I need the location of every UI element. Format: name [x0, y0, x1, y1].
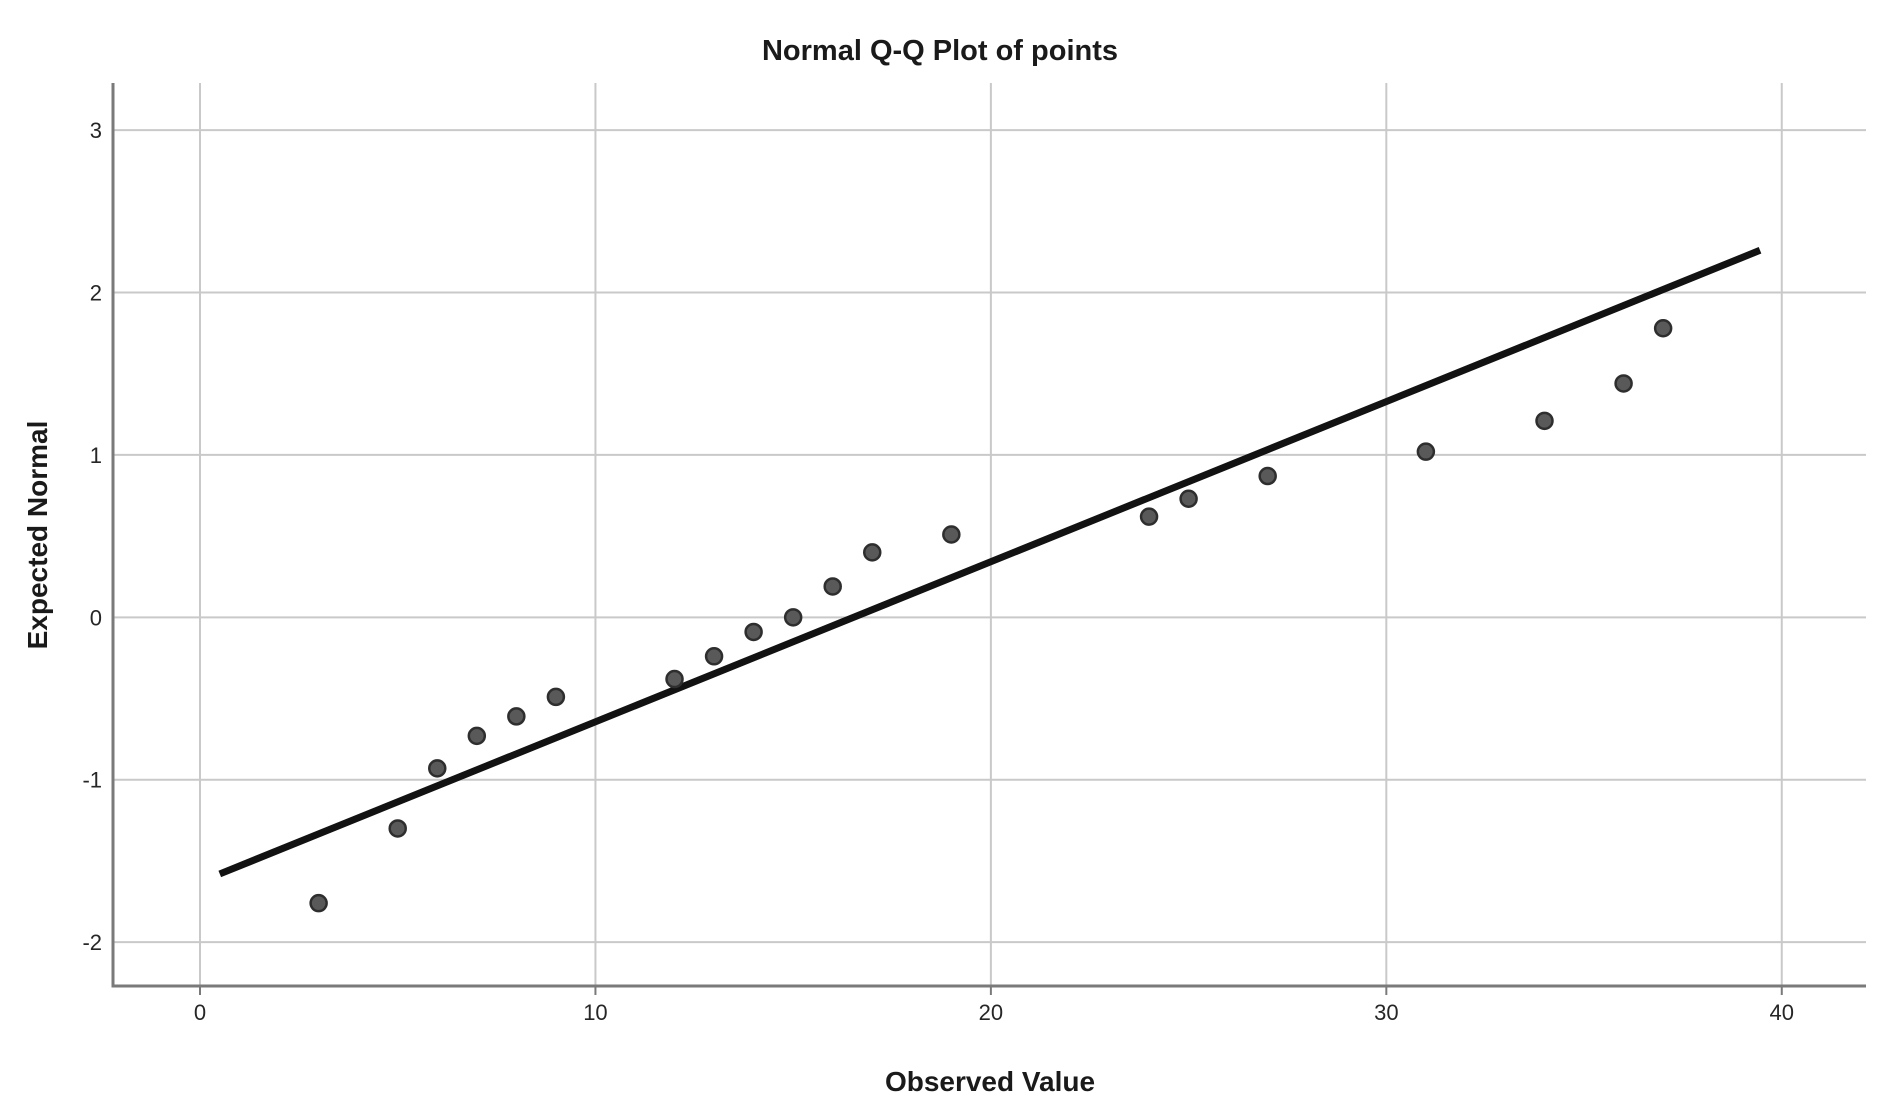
x-tick-label: 20	[979, 1000, 1003, 1025]
gridlines	[113, 83, 1866, 986]
y-tick-labels: -2 -1 0 1 2 3	[82, 118, 102, 955]
x-tick-label: 0	[194, 1000, 206, 1025]
qq-data-point	[1416, 442, 1436, 461]
qq-data-point	[428, 759, 447, 778]
data-points	[309, 318, 1673, 913]
y-tick-label: 3	[90, 118, 102, 143]
y-tick-label: -2	[82, 930, 102, 955]
x-tick-label: 30	[1374, 1000, 1398, 1025]
qq-data-point	[546, 687, 566, 707]
qq-data-point	[309, 893, 328, 913]
qq-data-point	[1653, 318, 1673, 338]
qq-data-point	[388, 819, 407, 838]
x-tick-label: 40	[1770, 1000, 1794, 1025]
x-tick-label: 10	[583, 1000, 607, 1025]
y-tick-label: 1	[90, 443, 102, 468]
normality-reference-line	[218, 247, 1762, 878]
qq-data-point	[863, 543, 882, 562]
y-tick-label: 0	[90, 605, 102, 630]
x-tick-labels: 0 10 20 30 40	[194, 1000, 1794, 1025]
chart-title: Normal Q-Q Plot of points	[762, 35, 1118, 67]
qq-data-point	[744, 622, 763, 642]
qq-data-point	[467, 726, 487, 746]
x-axis-tick-marks	[198, 986, 1783, 995]
x-axis-label: Observed Value	[885, 1066, 1095, 1097]
qq-data-point	[1258, 466, 1277, 486]
qq-data-point	[665, 669, 684, 689]
qq-data-point	[507, 707, 526, 726]
qq-data-point	[1139, 507, 1159, 526]
qq-data-point	[942, 525, 961, 544]
qq-data-point	[823, 577, 842, 596]
qq-data-point	[1614, 374, 1633, 393]
trend-line-group	[218, 247, 1762, 878]
y-tick-label: -1	[82, 768, 102, 793]
qq-data-point	[704, 647, 724, 666]
qq-data-point	[1535, 411, 1554, 431]
qq-data-point	[1179, 489, 1198, 509]
axes	[111, 83, 1866, 988]
y-tick-label: 2	[90, 281, 102, 306]
y-axis-label: Expected Normal	[22, 421, 53, 650]
qq-data-point	[783, 608, 803, 627]
